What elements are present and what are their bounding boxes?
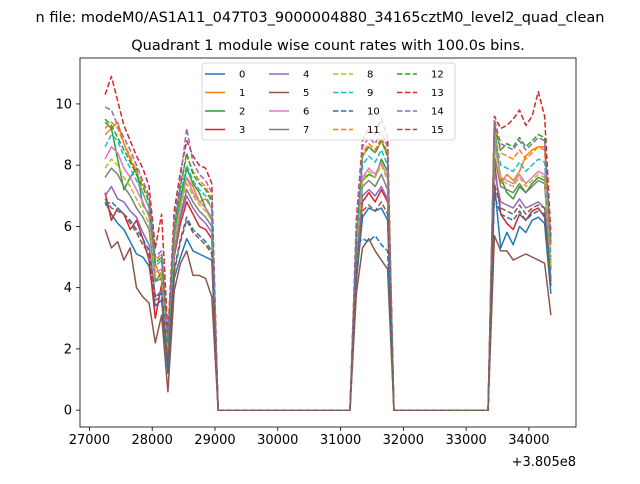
- x-tick-label: 29000: [194, 433, 235, 448]
- y-tick-label: 8: [64, 159, 72, 174]
- axes-frame: [79, 57, 577, 428]
- legend-label-14: 14: [431, 107, 444, 118]
- y-tick-label: 2: [64, 342, 72, 357]
- legend-label-11: 11: [367, 125, 380, 136]
- legend-label-3: 3: [239, 125, 245, 136]
- x-tick-label: 31000: [320, 433, 361, 448]
- legend-label-2: 2: [239, 107, 245, 118]
- x-tick-label: 30000: [257, 433, 298, 448]
- y-tick-label: 4: [64, 281, 72, 296]
- legend-label-7: 7: [303, 125, 309, 136]
- x-offset-label: +3.805e8: [512, 455, 576, 470]
- legend-label-5: 5: [303, 88, 309, 99]
- x-tick-label: 33000: [445, 433, 486, 448]
- x-tick-label: 32000: [383, 433, 424, 448]
- legend-label-10: 10: [367, 107, 380, 118]
- series-layer: [104, 75, 552, 411]
- y-tick-label: 0: [64, 404, 72, 419]
- chart-title: Quadrant 1 module wise count rates with …: [131, 38, 525, 54]
- axis-ticks: 27000 28000 29000 30000 31000 32000 33000 34000…: [55, 97, 549, 448]
- x-tick-label: 28000: [132, 433, 173, 448]
- y-tick-label: 6: [64, 220, 72, 235]
- x-tick-label: 34000: [508, 433, 549, 448]
- legend-label-0: 0: [239, 70, 245, 81]
- y-tick-label: 10: [55, 97, 72, 112]
- legend-box: [201, 62, 456, 141]
- figure-suptitle: n file: modeM0/AS1A11_047T03_9000004880_…: [36, 10, 605, 26]
- series-line-15: [104, 182, 552, 411]
- legend-label-9: 9: [367, 88, 373, 99]
- legend-label-4: 4: [303, 70, 309, 81]
- legend-label-1: 1: [239, 88, 245, 99]
- series-line-12: [104, 118, 552, 411]
- x-tick-label: 27000: [69, 433, 110, 448]
- legend-label-13: 13: [431, 88, 444, 99]
- legend-label-6: 6: [303, 107, 309, 118]
- legend-label-8: 8: [367, 70, 373, 81]
- legend-label-12: 12: [431, 70, 444, 81]
- legend-label-15: 15: [431, 125, 444, 136]
